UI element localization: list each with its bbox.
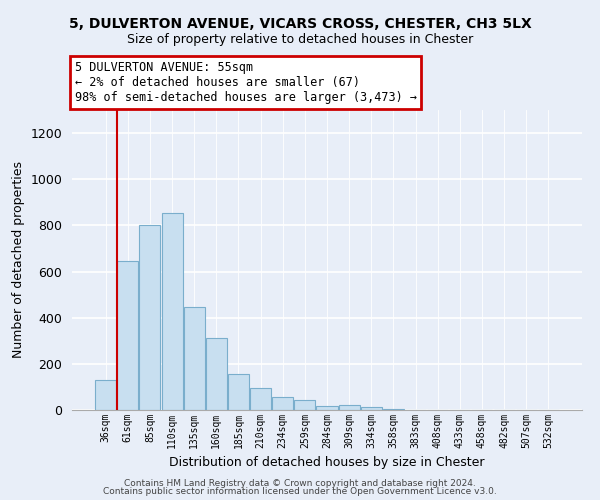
Bar [228, 374, 249, 410]
Bar [184, 308, 205, 410]
Bar [95, 380, 116, 410]
Bar [161, 212, 182, 410]
Bar [383, 409, 404, 410]
Text: Contains HM Land Registry data © Crown copyright and database right 2024.: Contains HM Land Registry data © Crown c… [124, 478, 476, 488]
Text: 5, DULVERTON AVENUE, VICARS CROSS, CHESTER, CH3 5LX: 5, DULVERTON AVENUE, VICARS CROSS, CHEST… [68, 18, 532, 32]
Y-axis label: Number of detached properties: Number of detached properties [12, 162, 25, 358]
Bar [316, 406, 338, 410]
X-axis label: Distribution of detached houses by size in Chester: Distribution of detached houses by size … [169, 456, 485, 469]
Bar [295, 400, 316, 410]
Bar [272, 398, 293, 410]
Text: Contains public sector information licensed under the Open Government Licence v3: Contains public sector information licen… [103, 487, 497, 496]
Bar [361, 407, 382, 410]
Bar [118, 261, 139, 410]
Bar [338, 405, 359, 410]
Bar [139, 226, 160, 410]
Bar [206, 338, 227, 410]
Text: 5 DULVERTON AVENUE: 55sqm
← 2% of detached houses are smaller (67)
98% of semi-d: 5 DULVERTON AVENUE: 55sqm ← 2% of detach… [74, 61, 416, 104]
Bar [250, 388, 271, 410]
Text: Size of property relative to detached houses in Chester: Size of property relative to detached ho… [127, 32, 473, 46]
